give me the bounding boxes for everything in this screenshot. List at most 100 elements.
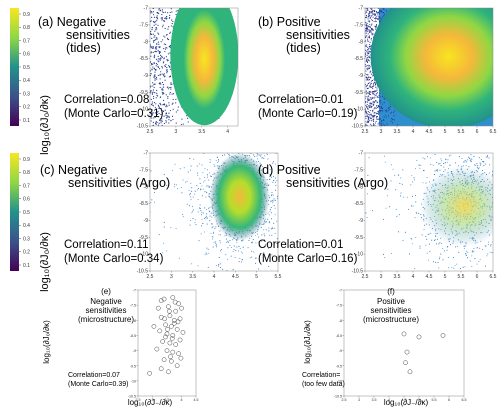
data-point xyxy=(496,206,497,207)
colorbar-mid-ticks: 0.90.80.70.60.50.40.30.20.1 xyxy=(19,157,30,269)
data-point xyxy=(283,150,284,151)
panel-d: -7-7.5-8-8.5-9-9.5-10-10.52.5 3 3.5 4 4.5 5 5.… xyxy=(258,130,497,280)
data-point xyxy=(150,86,152,88)
data-point xyxy=(369,82,371,84)
data-point xyxy=(201,195,203,197)
data-point xyxy=(376,12,378,14)
y-tick-label: -7 xyxy=(133,289,136,293)
data-point xyxy=(380,10,382,13)
data-point xyxy=(426,177,428,179)
data-point xyxy=(159,78,161,80)
data-point xyxy=(264,155,266,157)
data-point xyxy=(181,118,183,120)
data-point xyxy=(268,214,270,216)
data-point xyxy=(431,135,432,136)
colorbar-tick-label: 0.7 xyxy=(23,183,30,189)
y-tick-label: -8 xyxy=(144,184,149,190)
data-point xyxy=(395,208,397,211)
data-point xyxy=(191,210,194,212)
data-point xyxy=(449,244,452,246)
data-point xyxy=(191,187,193,189)
data-point xyxy=(251,87,252,88)
data-point xyxy=(199,178,201,180)
data-point xyxy=(374,107,376,109)
data-point xyxy=(151,323,157,329)
data-point xyxy=(276,197,278,199)
data-point xyxy=(207,266,209,268)
data-point xyxy=(455,162,457,164)
data-point xyxy=(255,146,256,147)
x-tick-label: 5.5 xyxy=(275,274,282,280)
data-point xyxy=(207,185,209,187)
data-point xyxy=(167,340,173,346)
data-point xyxy=(381,103,383,105)
data-point xyxy=(459,139,460,140)
data-point xyxy=(370,8,372,10)
data-point xyxy=(166,72,168,74)
panel-b: -7-7.5-8-8.5-9-9.5-10-10.52.5 3 3.5 4 4.5 5 5.… xyxy=(258,6,497,135)
data-point xyxy=(483,136,484,137)
data-point xyxy=(376,89,378,91)
data-point xyxy=(435,169,437,171)
data-point xyxy=(162,93,164,95)
data-point xyxy=(376,118,378,120)
data-point xyxy=(369,17,371,19)
data-point xyxy=(440,253,442,255)
data-point xyxy=(170,226,172,228)
data-point xyxy=(419,245,421,247)
data-point xyxy=(434,239,436,242)
data-point xyxy=(261,165,263,168)
data-point xyxy=(209,161,211,163)
data-point xyxy=(208,185,210,187)
data-point xyxy=(279,205,280,206)
data-point xyxy=(159,118,161,120)
data-point xyxy=(366,121,368,123)
data-point xyxy=(167,12,169,14)
data-point xyxy=(425,147,426,148)
data-point xyxy=(218,158,220,160)
data-point xyxy=(161,65,163,68)
data-point xyxy=(239,257,241,260)
data-point xyxy=(232,269,234,271)
data-point xyxy=(155,58,157,60)
data-point xyxy=(211,222,213,225)
data-point xyxy=(212,226,214,228)
data-point xyxy=(413,179,415,181)
data-point xyxy=(488,157,490,159)
colorbar-top-ticks: 0.90.80.70.60.50.40.30.20.1 xyxy=(19,12,30,124)
x-tick-label: 6.5 xyxy=(490,129,497,135)
data-point xyxy=(419,164,421,166)
data-point xyxy=(377,101,379,103)
data-point xyxy=(154,112,156,114)
data-point xyxy=(474,133,475,134)
data-point xyxy=(204,207,206,209)
data-point xyxy=(285,234,286,235)
data-point xyxy=(473,247,475,250)
data-point xyxy=(215,160,217,162)
data-point xyxy=(366,85,368,87)
data-point xyxy=(375,18,377,20)
data-point xyxy=(218,160,220,162)
data-point xyxy=(161,91,163,93)
data-point xyxy=(366,56,368,58)
data-point xyxy=(440,158,442,160)
data-point xyxy=(250,109,251,110)
data-point xyxy=(368,92,370,95)
data-point xyxy=(263,252,265,254)
data-point xyxy=(404,135,405,136)
data-point xyxy=(163,47,165,50)
data-point xyxy=(471,265,473,267)
data-point xyxy=(382,110,384,112)
data-point xyxy=(376,115,378,118)
data-point xyxy=(155,29,157,31)
data-point xyxy=(260,143,261,144)
data-point xyxy=(151,109,153,111)
data-point xyxy=(372,111,374,113)
data-point xyxy=(451,130,452,131)
data-point xyxy=(159,59,161,61)
data-point xyxy=(171,103,173,105)
data-point xyxy=(286,206,287,207)
data-point xyxy=(215,226,217,228)
data-point xyxy=(365,91,367,93)
data-point xyxy=(153,76,155,78)
